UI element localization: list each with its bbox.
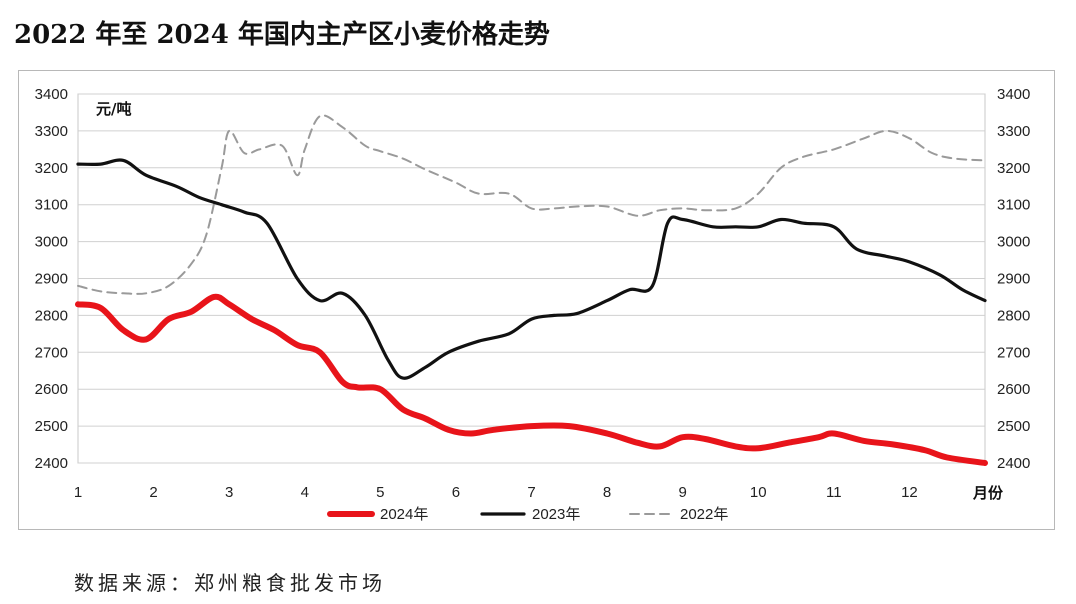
y-tick-label-left: 3000: [35, 234, 68, 251]
x-tick-label: 6: [452, 484, 460, 501]
y-tick-label-right: 2900: [997, 271, 1030, 288]
y-tick-label-right: 2600: [997, 381, 1030, 398]
y-tick-label-right: 3200: [997, 160, 1030, 177]
y-tick-label-left: 2700: [35, 344, 68, 361]
series-line-2024: [75, 293, 988, 466]
x-tick-label: 10: [750, 484, 767, 501]
y-tick-label-right: 3400: [997, 86, 1030, 103]
x-tick-label: 1: [74, 484, 82, 501]
y-tick-label-left: 2900: [35, 271, 68, 288]
data-source-note: 数据来源：郑州粮食批发市场: [74, 571, 386, 595]
x-tick-label: 12: [901, 484, 918, 501]
y-tick-label-left: 3100: [35, 197, 68, 214]
series-lines: [75, 114, 988, 466]
series-line-2022: [77, 114, 986, 295]
legend-label-2024: 2024年: [380, 506, 428, 523]
y-tick-label-right: 3300: [997, 123, 1030, 140]
x-tick-label: 3: [225, 484, 233, 501]
y-tick-label-left: 2400: [35, 455, 68, 472]
line-chart: 2400 2400 2500 2500 2600 2600 2700 2700 2800 2800…: [35, 86, 1031, 523]
x-tick-label: 11: [826, 484, 842, 501]
x-axis-unit: 月份: [972, 484, 1004, 502]
y-tick-label-right: 2700: [997, 344, 1030, 361]
x-tick-label: 5: [376, 484, 384, 501]
y-tick-label-right: 3100: [997, 197, 1030, 214]
y-tick-label-left: 3300: [35, 123, 68, 140]
y-tick-label-left: 3200: [35, 160, 68, 177]
x-tick-label: 7: [527, 484, 535, 501]
y-tick-label-left: 3400: [35, 86, 68, 103]
chart-frame: [18, 70, 1055, 530]
axis-labels: 2400 2400 2500 2500 2600 2600 2700 2700 2800 2800…: [35, 86, 1031, 502]
series-line-2023: [76, 158, 987, 380]
x-tick-label: 9: [678, 484, 686, 501]
legend-label-2022: 2022年: [680, 506, 728, 523]
y-axis-unit: 元/吨: [96, 100, 131, 118]
x-tick-label: 2: [149, 484, 157, 501]
y-tick-label-left: 2800: [35, 307, 68, 324]
legend-label-2023: 2023年: [532, 506, 580, 523]
y-tick-label-right: 2500: [997, 418, 1030, 435]
y-tick-label-right: 2800: [997, 307, 1030, 324]
x-tick-label: 4: [301, 484, 309, 501]
y-tick-label-right: 3000: [997, 234, 1030, 251]
grid-lines: [77, 93, 986, 464]
legend: 2024年 2023年 2022年: [327, 506, 728, 523]
y-tick-label-left: 2600: [35, 381, 68, 398]
x-tick-label: 8: [603, 484, 611, 501]
y-tick-label-right: 2400: [997, 455, 1030, 472]
chart-title: 2022 年至 2024 年国内主产区小麦价格走势: [14, 20, 550, 50]
y-tick-label-left: 2500: [35, 418, 68, 435]
